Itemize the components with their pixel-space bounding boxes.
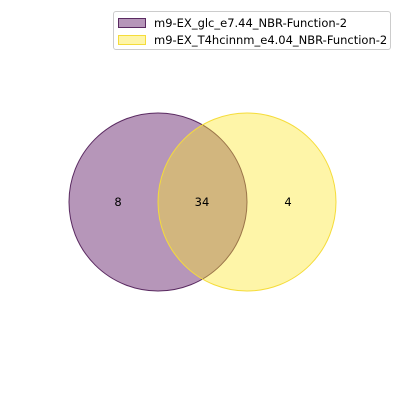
legend-label-set-b: m9-EX_T4hcinnm_e4.04_NBR-Function-2 [154,33,388,47]
legend: m9-EX_glc_e7.44_NBR-Function-2 m9-EX_T4h… [113,11,391,50]
legend-label-set-a: m9-EX_glc_e7.44_NBR-Function-2 [154,16,348,30]
legend-swatch-set-b [118,35,146,45]
legend-item-set-b: m9-EX_T4hcinnm_e4.04_NBR-Function-2 [118,32,387,48]
only-a-count: 8 [114,195,121,209]
intersection-count: 34 [195,195,210,209]
legend-item-set-a: m9-EX_glc_e7.44_NBR-Function-2 [118,15,347,31]
only-b-count: 4 [284,195,291,209]
set-b-circle [157,112,337,292]
legend-swatch-set-a [118,18,146,28]
